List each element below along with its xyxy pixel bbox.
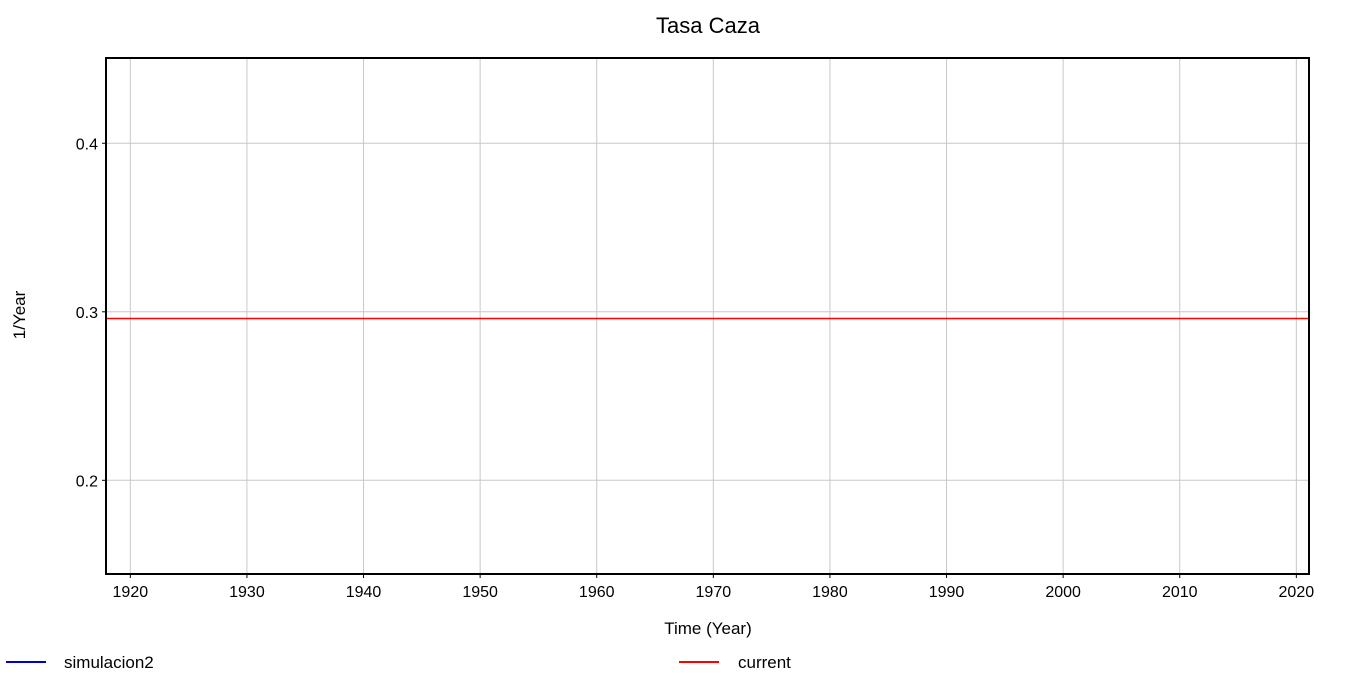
chart-title: Tasa Caza: [656, 13, 761, 38]
y-axis-label: 1/Year: [10, 290, 29, 339]
y-tick-label: 0.4: [76, 136, 98, 153]
x-tick-label: 1990: [929, 584, 965, 601]
x-tick-label: 1940: [346, 584, 382, 601]
x-tick-label: 1980: [812, 584, 848, 601]
x-tick-label: 2020: [1279, 584, 1315, 601]
legend-label-simulacion2: simulacion2: [64, 653, 154, 672]
y-tick-label: 0.2: [76, 473, 98, 490]
y-tick-label: 0.3: [76, 305, 98, 322]
y-tick-labels: 0.2 0.3 0.4: [76, 136, 107, 490]
x-tick-label: 1970: [696, 584, 732, 601]
x-tick-label: 1920: [113, 584, 149, 601]
legend: simulacion2 current: [6, 653, 791, 672]
grid: [107, 59, 1308, 573]
x-tick-label: 2000: [1045, 584, 1081, 601]
legend-label-current: current: [738, 653, 791, 672]
x-tick-label: 1930: [229, 584, 265, 601]
x-tick-label: 1960: [579, 584, 615, 601]
plot-frame: [105, 57, 1310, 575]
x-axis-label: Time (Year): [664, 619, 752, 638]
x-tick-label: 2010: [1162, 584, 1198, 601]
x-tick-label: 1950: [462, 584, 498, 601]
x-tick-labels: 1920 1930 1940 1950 1960 1970 1980 1990 2000 2010…: [113, 573, 1315, 601]
